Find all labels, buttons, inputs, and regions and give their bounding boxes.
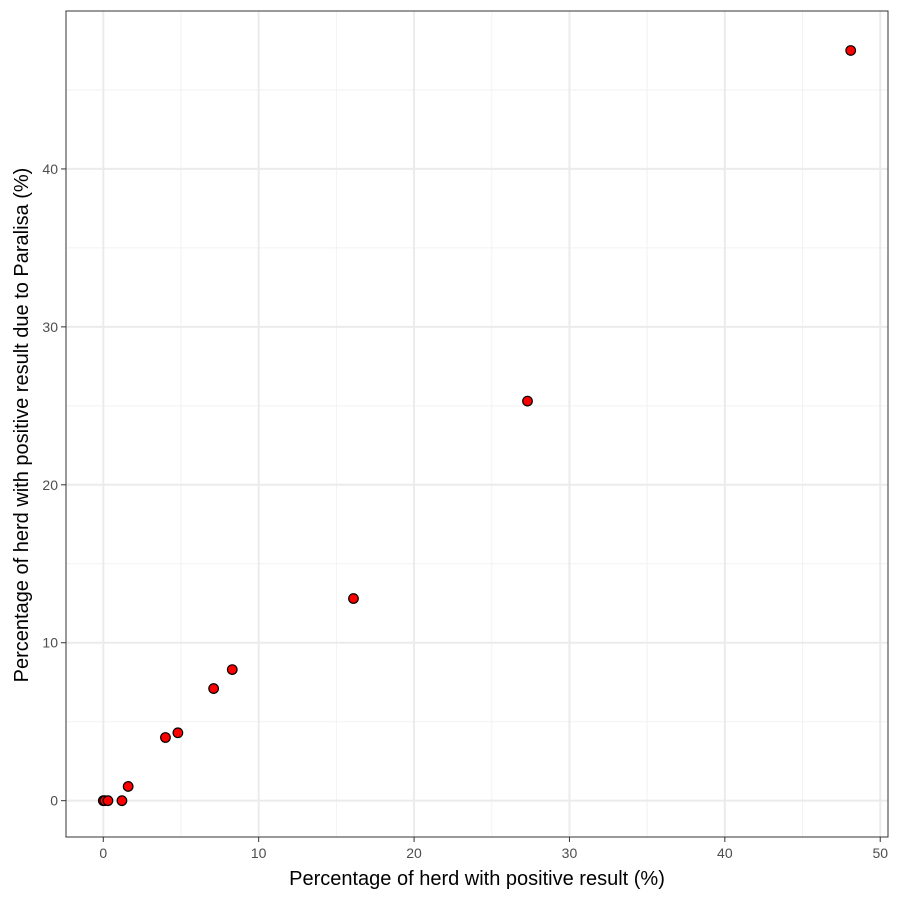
- x-tick-label-50: 50: [872, 845, 888, 861]
- panel-border: [65, 10, 889, 838]
- grid-minor: [66, 11, 888, 837]
- x-axis-title: Percentage of herd with positive result …: [289, 868, 665, 890]
- panel-background: [66, 11, 888, 837]
- plot-panel: [65, 10, 889, 838]
- x-tick-label-20: 20: [406, 845, 422, 861]
- x-tick-label-10: 10: [251, 845, 267, 861]
- y-tick-label-30: 30: [42, 319, 58, 335]
- data-point-9: [348, 593, 359, 604]
- data-point-3: [116, 795, 128, 807]
- data-point-11: [845, 45, 857, 56]
- y-tick-label-40: 40: [42, 161, 58, 177]
- y-tick-label-10: 10: [42, 635, 58, 651]
- x-tick-label-30: 30: [562, 845, 578, 861]
- x-tick-label-0: 0: [99, 845, 107, 861]
- y-tick-label-20: 20: [42, 477, 58, 493]
- data-point-7: [208, 683, 220, 694]
- data-point-10: [522, 395, 533, 407]
- data-point-5: [160, 732, 171, 743]
- data-point-4: [122, 781, 134, 792]
- grid-major: [66, 11, 888, 837]
- x-tick-label-40: 40: [717, 845, 733, 861]
- x-axis: 0 10 20 30 40 50: [99, 837, 888, 861]
- data-point-2: [102, 795, 114, 807]
- y-axis: 0 10 20 30 40: [42, 161, 66, 809]
- y-tick-label-0: 0: [50, 793, 58, 809]
- data-point-6: [172, 727, 184, 739]
- y-axis-title: Percentage of herd with positive result …: [11, 168, 33, 683]
- data-point-8: [226, 664, 238, 675]
- data-points: [97, 45, 857, 807]
